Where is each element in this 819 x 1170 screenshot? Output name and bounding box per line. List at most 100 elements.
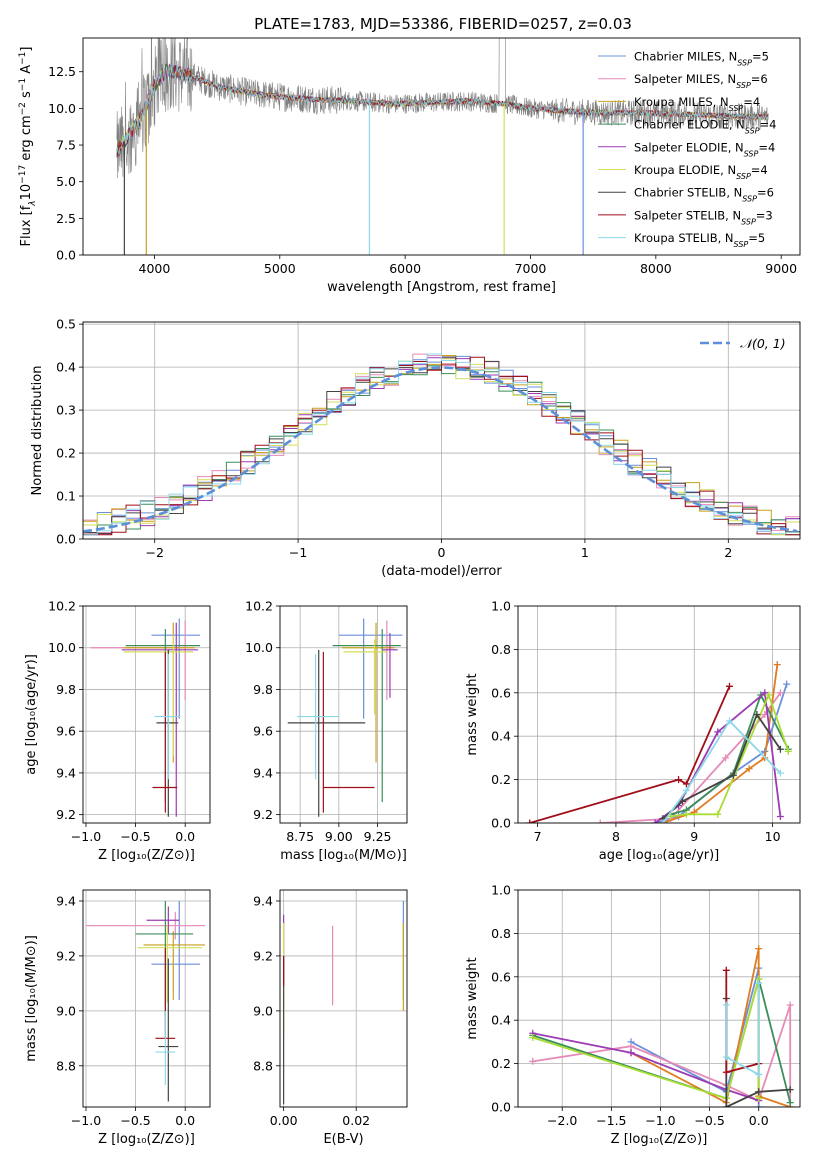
x-tick-label: −0.5 [120, 1113, 150, 1128]
weight-marker [765, 691, 773, 699]
legend-entry: Chabrier ELODIE, NSSP=4 [634, 118, 776, 136]
x-axis-label: Z [log₁₀(Z/Z⊙)] [611, 1132, 708, 1147]
y-tick-label: 0.6 [491, 969, 511, 984]
axes-frame [82, 889, 211, 1108]
y-tick-label: 0.2 [491, 772, 511, 787]
weight-marker [682, 786, 690, 794]
y-tick-label: 0.5 [56, 317, 76, 332]
plot-area [83, 890, 210, 1107]
weight-marker [755, 979, 763, 987]
weight-line-5 [532, 978, 760, 1100]
weight-marker [682, 780, 690, 788]
y-tick-label: 9.4 [56, 765, 76, 780]
y-tick-label: 9.4 [253, 893, 273, 908]
y-tick-label: 9.2 [56, 948, 76, 963]
x-tick-label: −2.0 [547, 1113, 577, 1128]
weight-marker [784, 747, 792, 755]
legend-entry-sub: SSP [744, 149, 759, 158]
weight-marker [722, 1053, 730, 1061]
plot-area [116, 38, 769, 255]
x-tick-label: 1 [581, 545, 589, 560]
legend-entry-suffix: =4 [760, 118, 777, 132]
weight-marker [745, 765, 753, 773]
legend-entry-name: Chabrier MILES, N [634, 50, 737, 64]
panel-age_vs_mass: 8.75 9.00 9.25 9.2 9.4 9.6 9.8 10.0 10.2 mass [lo… [245, 599, 408, 863]
x-tick-label: 0.02 [342, 1113, 370, 1128]
y-tick-label: 0.2 [56, 446, 76, 461]
axes-frame [279, 605, 408, 824]
weight-marker [714, 810, 722, 818]
x-tick-label: 8000 [640, 261, 672, 276]
weight-marker [755, 945, 763, 953]
x-tick-label: −1.0 [71, 829, 101, 844]
y-tick-label: 9.6 [253, 724, 273, 739]
weight-marker [627, 1049, 635, 1057]
weight-marker [755, 1088, 763, 1096]
weight-marker [729, 771, 737, 779]
x-tick-label: 9.00 [325, 829, 353, 844]
y-tick-label: 9.8 [253, 682, 273, 697]
x-tick-label: 7 [534, 829, 542, 844]
plot-area [83, 606, 210, 823]
x-axis-label: age [log₁₀(age/yr)] [599, 848, 720, 863]
x-tick-label: −1.0 [71, 1113, 101, 1128]
legend-entry-suffix: =4 [743, 95, 760, 109]
x-tick-label: 7000 [515, 261, 547, 276]
weight-marker [679, 797, 686, 805]
legend-entry-name: Chabrier STELIB, N [634, 186, 742, 200]
y-tick-label: 10.2 [245, 599, 273, 614]
axes-frame [82, 37, 801, 256]
panel-age_vs_Z: −1.0 −0.5 0.0 9.2 9.4 9.6 9.8 10.0 10.2 Z [log₁₀(… [24, 599, 211, 863]
y-tick-label: 5.0 [56, 174, 76, 189]
weight-marker [726, 682, 733, 690]
y-tick-label: 1.0 [491, 883, 511, 898]
y-tick-label: 10.0 [48, 101, 76, 116]
legend-entry: Salpeter STELIB, NSSP=3 [634, 208, 773, 226]
y-axis-label-part: Flux [f [19, 205, 34, 246]
weight-line-7 [529, 685, 731, 823]
weight-marker [776, 812, 784, 820]
y-tick-label: 0.0 [491, 1100, 511, 1115]
axes-frame [279, 889, 408, 1108]
y-tick-label: 9.0 [253, 1003, 273, 1018]
x-tick-label: 9 [690, 829, 698, 844]
x-tick-label: 10 [765, 829, 781, 844]
legend-entry-suffix: =3 [756, 208, 773, 222]
x-tick-label: −0.5 [694, 1113, 724, 1128]
weight-marker [755, 1094, 763, 1102]
plot-area [518, 606, 800, 823]
weight-marker [753, 711, 761, 718]
x-tick-label: −1.5 [596, 1113, 626, 1128]
panel-residuals: −2 −1 0 1 2 0.0 0.1 0.2 0.3 0.4 0.5 (data-model)/er… [30, 317, 801, 579]
y-tick-label: 10.0 [245, 640, 273, 655]
x-tick-label: 2 [724, 545, 732, 560]
weight-marker [722, 1068, 730, 1076]
axes-frame [82, 605, 211, 824]
legend-entry-name: Chabrier ELODIE, N [634, 118, 745, 132]
weight-marker [596, 819, 604, 823]
panel-spectrum: 4000 5000 6000 7000 8000 9000 0.0 2.5 5.0 7.5 10.0… [18, 37, 801, 295]
plot-area [518, 890, 800, 1107]
x-tick-label: 0 [438, 545, 446, 560]
histogram-8 [83, 353, 800, 539]
y-axis-label: age [log₁₀(age/yr)] [24, 654, 39, 775]
legend-entry: Kroupa ELODIE, NSSP=4 [634, 163, 768, 181]
legend-entry-suffix: =6 [757, 186, 774, 200]
y-axis-label: Flux [fλ10−17 erg cm−2 s−1 A−1] [18, 47, 38, 247]
weight-marker [529, 1057, 537, 1065]
legend-entry: Chabrier STELIB, NSSP=6 [634, 186, 774, 204]
figure-title: PLATE=1783, MJD=53386, FIBERID=0257, z=0… [254, 15, 632, 33]
y-axis-label-part: −2 [18, 102, 28, 115]
x-tick-label: 6000 [389, 261, 421, 276]
y-tick-label: 0.2 [491, 1056, 511, 1071]
weight-line-1 [600, 692, 782, 823]
legend-entry-name: Kroupa ELODIE, N [634, 163, 736, 177]
weight-marker [526, 819, 534, 823]
y-axis-label: mass weight [465, 673, 480, 755]
weight-marker [755, 1070, 763, 1078]
normal-curve [83, 366, 798, 533]
legend-entry-suffix: =5 [752, 50, 769, 64]
x-tick-label: 0.00 [270, 1113, 298, 1128]
x-tick-label: −1.0 [645, 1113, 675, 1128]
y-tick-label: 10.0 [48, 640, 76, 655]
